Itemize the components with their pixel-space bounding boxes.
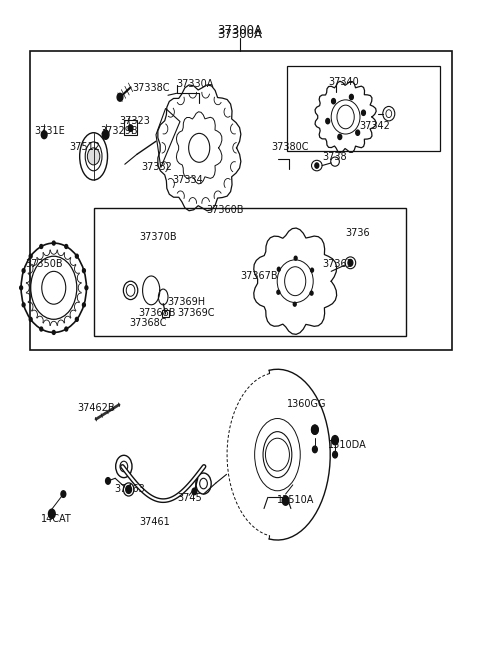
Text: 37323: 37323 [119, 116, 150, 126]
Circle shape [356, 130, 360, 135]
Circle shape [277, 290, 280, 294]
Circle shape [294, 256, 297, 260]
Circle shape [22, 269, 25, 273]
Text: 37380C: 37380C [271, 143, 309, 152]
Circle shape [126, 486, 132, 493]
Text: 1360GG: 1360GG [287, 399, 326, 409]
Text: 37360B: 37360B [206, 206, 244, 215]
Circle shape [293, 302, 296, 306]
Circle shape [65, 244, 68, 248]
Text: 1510DA: 1510DA [328, 440, 367, 450]
Circle shape [75, 254, 78, 258]
Circle shape [312, 446, 317, 453]
Circle shape [85, 286, 88, 290]
Circle shape [128, 125, 133, 131]
Circle shape [333, 451, 337, 458]
Bar [124, 120, 137, 135]
Circle shape [332, 99, 336, 104]
Text: 37369C: 37369C [178, 308, 215, 318]
Circle shape [277, 267, 280, 271]
Text: 37338C: 37338C [132, 83, 169, 93]
Text: 3731E: 3731E [35, 126, 65, 136]
Circle shape [52, 330, 55, 334]
Circle shape [41, 131, 47, 139]
Bar [162, 310, 169, 317]
Text: 37512: 37512 [70, 143, 101, 152]
Circle shape [87, 148, 100, 165]
Text: 37368C: 37368C [130, 319, 167, 328]
Circle shape [48, 509, 55, 518]
Text: 37300A: 37300A [217, 28, 263, 41]
Circle shape [361, 110, 365, 116]
Text: 3736: 3736 [346, 228, 370, 238]
Circle shape [349, 95, 353, 100]
Circle shape [65, 327, 68, 331]
Circle shape [40, 244, 43, 248]
Circle shape [192, 488, 197, 495]
Text: 37370B: 37370B [139, 232, 177, 242]
Bar [94, 208, 406, 336]
Text: 37329B: 37329B [101, 126, 138, 136]
Circle shape [117, 93, 123, 101]
Bar [287, 66, 440, 151]
Text: 37363: 37363 [323, 260, 353, 269]
Circle shape [315, 163, 319, 168]
Text: 37368B: 37368B [138, 308, 176, 318]
Text: 37332: 37332 [142, 162, 172, 172]
Text: 37369H: 37369H [167, 298, 205, 307]
Text: 14CAT: 14CAT [41, 514, 72, 524]
Circle shape [83, 269, 85, 273]
Text: 13510A: 13510A [277, 495, 315, 505]
Circle shape [332, 436, 338, 445]
Text: 37300A: 37300A [217, 24, 263, 37]
Text: 37461: 37461 [139, 517, 170, 527]
Circle shape [22, 303, 25, 307]
Circle shape [338, 134, 342, 139]
Bar [30, 51, 452, 350]
Text: 37350B: 37350B [25, 260, 62, 269]
Text: 37463: 37463 [114, 484, 145, 494]
Text: 37330A: 37330A [177, 79, 214, 89]
Circle shape [102, 130, 109, 139]
Circle shape [311, 268, 313, 272]
Circle shape [29, 317, 32, 321]
Text: 3738: 3738 [323, 152, 347, 162]
Circle shape [282, 496, 289, 505]
Text: 37367B: 37367B [240, 271, 277, 281]
Text: 37342: 37342 [359, 122, 390, 131]
Text: 37334: 37334 [173, 175, 204, 185]
Circle shape [83, 303, 85, 307]
Circle shape [312, 425, 318, 434]
Circle shape [310, 291, 313, 295]
Circle shape [75, 317, 78, 321]
Circle shape [348, 260, 353, 266]
Text: 37462B: 37462B [78, 403, 115, 413]
Text: 3745: 3745 [178, 493, 203, 503]
Circle shape [40, 327, 43, 331]
Circle shape [61, 491, 66, 497]
Circle shape [326, 118, 330, 124]
Circle shape [106, 478, 110, 484]
Circle shape [29, 254, 32, 258]
Circle shape [52, 241, 55, 245]
Text: 37340: 37340 [329, 77, 360, 87]
Circle shape [20, 286, 23, 290]
